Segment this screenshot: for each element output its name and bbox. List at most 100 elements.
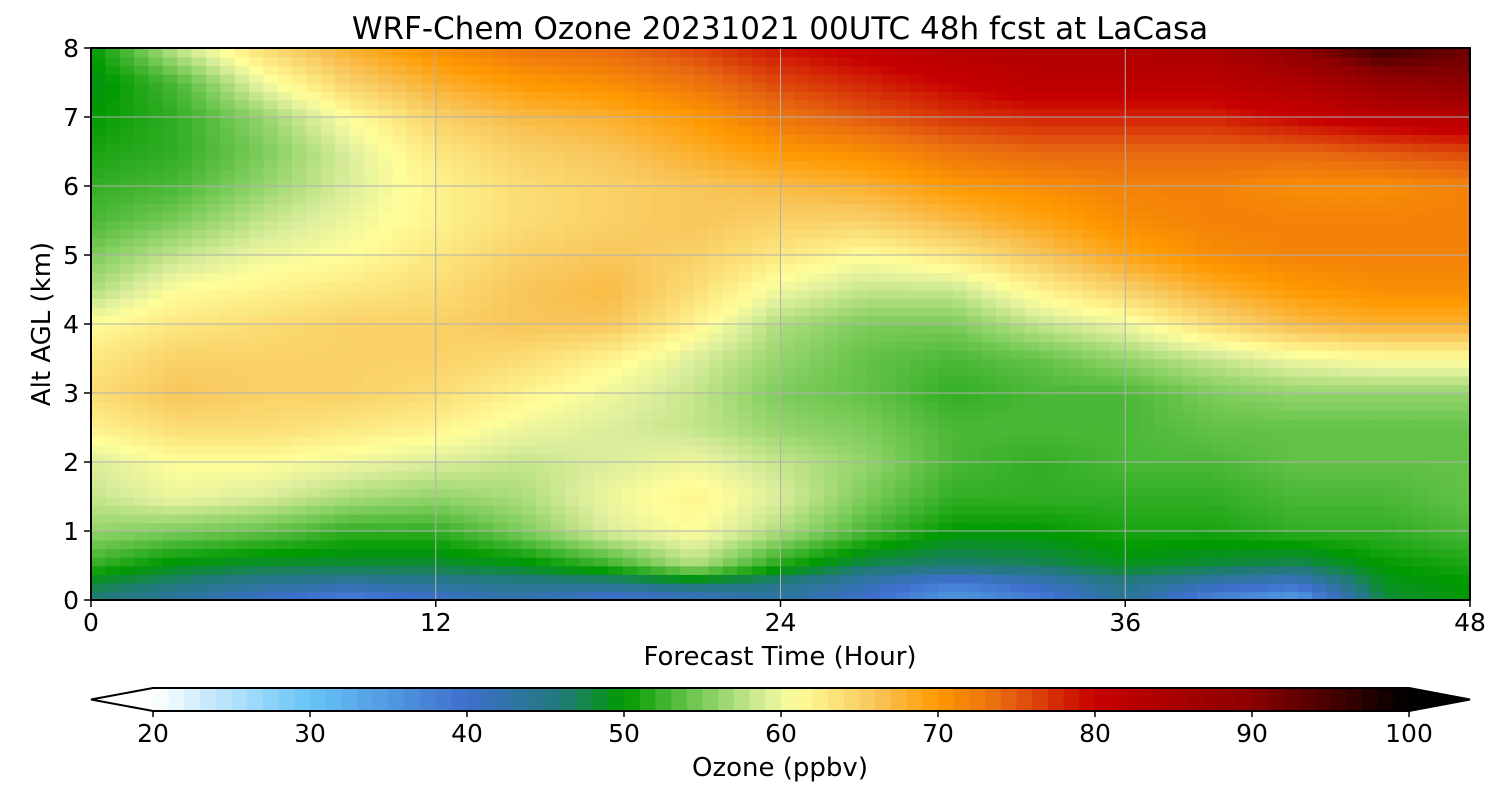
heatmap-cell <box>378 358 394 368</box>
heatmap-cell <box>708 56 724 67</box>
heatmap-cell <box>967 177 983 187</box>
heatmap-cell <box>593 505 609 515</box>
heatmap-cell <box>162 186 178 196</box>
heatmap-cell <box>981 56 997 67</box>
heatmap-cell <box>507 246 523 256</box>
heatmap-cell <box>565 211 581 222</box>
heatmap-cell <box>565 582 581 593</box>
heatmap-cell <box>407 531 423 541</box>
heatmap-cell <box>723 375 739 386</box>
heatmap-cell <box>134 246 150 256</box>
heatmap-cell <box>378 556 394 567</box>
heatmap-cell <box>493 203 509 213</box>
heatmap-cell <box>1139 117 1155 127</box>
heatmap-cell <box>751 574 767 584</box>
heatmap-cell <box>995 186 1012 196</box>
heatmap-cell <box>794 298 811 308</box>
heatmap-cell <box>1024 436 1040 446</box>
heatmap-cell <box>435 151 451 161</box>
heatmap-cell <box>478 99 494 110</box>
heatmap-cell <box>995 272 1012 282</box>
heatmap-cell <box>450 556 466 567</box>
heatmap-cell <box>148 410 164 420</box>
heatmap-cell <box>665 444 681 455</box>
heatmap-cell <box>292 134 308 144</box>
heatmap-cell <box>536 453 552 463</box>
heatmap-cell <box>205 272 222 282</box>
heatmap-cell <box>593 48 609 58</box>
heatmap-cell <box>306 306 322 317</box>
heatmap-cell <box>234 229 250 239</box>
heatmap-cell <box>162 142 178 153</box>
heatmap-cell <box>292 591 308 600</box>
heatmap-cell <box>191 211 207 222</box>
heatmap-cell <box>363 341 380 351</box>
heatmap-cell <box>981 556 997 567</box>
heatmap-cell <box>464 134 480 144</box>
heatmap-cell <box>378 539 394 550</box>
heatmap-cell <box>780 280 796 291</box>
heatmap-cell <box>967 211 983 222</box>
heatmap-cell <box>306 65 322 75</box>
heatmap-cell <box>1082 513 1098 524</box>
heatmap-cell <box>277 134 293 144</box>
heatmap-cell <box>622 548 638 558</box>
heatmap-cell <box>249 125 265 136</box>
heatmap-cell <box>105 108 121 118</box>
heatmap-cell <box>550 289 566 299</box>
heatmap-cell <box>119 384 135 394</box>
heatmap-cell <box>550 367 566 377</box>
heatmap-cell <box>191 479 207 489</box>
heatmap-cell <box>249 591 265 600</box>
heatmap-cell <box>895 531 911 541</box>
heatmap-cell <box>464 91 480 101</box>
heatmap-cell <box>837 315 854 325</box>
heatmap-cell <box>1110 479 1127 489</box>
heatmap-cell <box>837 436 854 446</box>
heatmap-cell <box>349 582 365 593</box>
heatmap-cell <box>1139 496 1155 506</box>
heatmap-cell <box>320 125 336 136</box>
heatmap-cell <box>335 91 351 101</box>
heatmap-cell <box>823 134 839 144</box>
heatmap-cell <box>550 65 566 75</box>
heatmap-cell <box>938 401 954 412</box>
heatmap-cell <box>1082 255 1098 265</box>
heatmap-cell <box>378 289 394 299</box>
heatmap-cell <box>220 56 236 67</box>
heatmap-cell <box>751 444 767 455</box>
heatmap-cell <box>234 56 250 67</box>
heatmap-cell <box>421 410 437 420</box>
heatmap-cell <box>794 332 811 343</box>
heatmap-cell <box>507 134 523 144</box>
heatmap-cell <box>852 289 868 299</box>
heatmap-cell <box>478 444 494 455</box>
heatmap-cell <box>766 367 782 377</box>
heatmap-cell <box>679 548 696 558</box>
heatmap-cell <box>565 384 581 394</box>
heatmap-cell <box>220 315 236 325</box>
heatmap-cell <box>1125 56 1141 67</box>
heatmap-cell <box>1039 358 1055 368</box>
heatmap-cell <box>924 48 940 58</box>
heatmap-cell <box>306 168 322 179</box>
heatmap-cell <box>1182 367 1198 377</box>
heatmap-cell <box>708 444 724 455</box>
heatmap-cell <box>967 444 983 455</box>
heatmap-cell <box>249 220 265 230</box>
heatmap-cell <box>881 427 897 437</box>
heatmap-cell <box>636 151 653 161</box>
heatmap-cell <box>995 263 1012 274</box>
heatmap-cell <box>134 539 150 550</box>
heatmap-cell <box>1197 582 1213 593</box>
heatmap-cell <box>162 349 178 360</box>
heatmap-cell <box>292 117 308 127</box>
heatmap-cell <box>363 134 380 144</box>
heatmap-cell <box>608 280 624 291</box>
heatmap-cell <box>1024 332 1040 343</box>
heatmap-cell <box>809 73 825 84</box>
heatmap-cell <box>1010 539 1026 550</box>
heatmap-cell <box>794 358 811 368</box>
heatmap-cell <box>277 522 293 532</box>
heatmap-cell <box>751 56 767 67</box>
